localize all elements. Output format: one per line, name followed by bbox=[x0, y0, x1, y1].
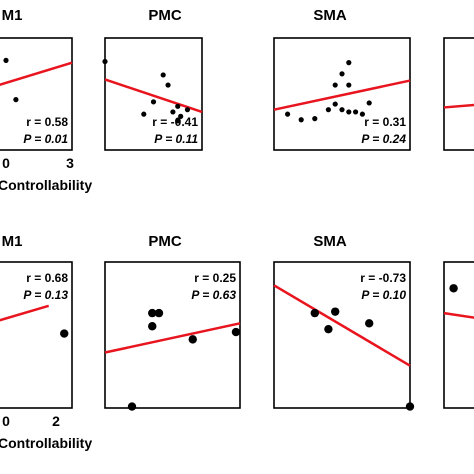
data-point-2-8 bbox=[175, 118, 181, 124]
data-point-2-6 bbox=[141, 111, 147, 117]
fit-line-4 bbox=[443, 103, 474, 109]
data-point-3-11 bbox=[346, 82, 352, 88]
x-axis-label-1: Controllability bbox=[0, 177, 92, 193]
panel-frame-6 bbox=[104, 261, 241, 409]
stat-r-5: r = 0.68 bbox=[26, 271, 68, 285]
data-point-7-2 bbox=[331, 307, 340, 316]
fit-line-5 bbox=[0, 304, 50, 322]
stat-r-7: r = -0.73 bbox=[360, 271, 406, 285]
data-point-6-2 bbox=[148, 308, 157, 318]
data-point-3-7 bbox=[346, 109, 352, 115]
data-point-3-5 bbox=[332, 101, 338, 107]
data-point-6-6 bbox=[231, 327, 241, 337]
panel-frame-7 bbox=[273, 261, 411, 409]
stat-p-3: P = 0.24 bbox=[361, 132, 406, 146]
data-point-6-5 bbox=[188, 335, 197, 344]
data-point-3-14 bbox=[366, 100, 372, 106]
fit-line-1 bbox=[0, 61, 73, 86]
panel-frame-2 bbox=[104, 37, 203, 151]
x-tick-5-2: 2 bbox=[52, 413, 60, 429]
data-point-1-4 bbox=[3, 57, 9, 64]
data-point-3-9 bbox=[359, 111, 365, 117]
data-point-8-1 bbox=[449, 284, 458, 293]
panel-frame-5 bbox=[0, 261, 73, 409]
fit-line-7 bbox=[273, 284, 411, 367]
stat-r-1: r = 0.58 bbox=[26, 115, 68, 129]
x-tick-1-2: 3 bbox=[66, 155, 74, 171]
panel-title-5: M1 bbox=[2, 233, 23, 250]
stat-r-2: r = -0.41 bbox=[152, 115, 198, 129]
data-point-3-6 bbox=[339, 107, 345, 113]
data-point-2-2 bbox=[160, 72, 166, 78]
data-point-3-1 bbox=[285, 111, 291, 117]
data-point-3-10 bbox=[332, 82, 338, 88]
data-point-3-8 bbox=[353, 109, 359, 115]
data-point-6-1 bbox=[127, 402, 137, 411]
data-point-2-3 bbox=[165, 82, 171, 88]
data-point-2-9 bbox=[178, 113, 184, 119]
stat-p-2: P = 0.11 bbox=[154, 132, 198, 146]
stat-p-1: P = 0.01 bbox=[23, 132, 68, 146]
data-point-7-3 bbox=[365, 319, 374, 328]
panel-frame-8 bbox=[443, 261, 474, 409]
x-tick-5-1: 0 bbox=[2, 413, 10, 429]
panel-title-2: PMC bbox=[148, 7, 182, 24]
x-axis-label-5: Controllability bbox=[0, 435, 92, 451]
data-point-3-13 bbox=[346, 60, 352, 66]
fit-line-6 bbox=[104, 322, 241, 354]
panel-title-7: SMA bbox=[313, 233, 347, 250]
x-tick-1-1: 0 bbox=[2, 155, 10, 171]
fit-line-2 bbox=[104, 78, 203, 114]
stat-p-5: P = 0.13 bbox=[23, 288, 68, 302]
panel-frame-3 bbox=[273, 37, 411, 151]
data-point-7-1 bbox=[310, 308, 319, 318]
data-point-6-3 bbox=[154, 308, 164, 318]
data-point-7-4 bbox=[324, 324, 333, 334]
panel-frame-4 bbox=[443, 37, 474, 151]
data-point-3-12 bbox=[339, 71, 345, 77]
data-point-7-5 bbox=[405, 402, 415, 411]
stat-p-7: P = 0.10 bbox=[361, 288, 406, 302]
data-point-6-4 bbox=[148, 322, 157, 331]
stat-r-3: r = 0.31 bbox=[364, 115, 406, 129]
fit-line-8 bbox=[443, 311, 474, 319]
data-point-3-2 bbox=[298, 117, 304, 123]
data-point-2-4 bbox=[150, 99, 157, 105]
data-point-5-4 bbox=[60, 329, 69, 338]
data-point-3-3 bbox=[312, 116, 318, 122]
fit-line-3 bbox=[273, 79, 411, 111]
data-point-2-7 bbox=[184, 107, 191, 113]
data-point-3-4 bbox=[325, 107, 331, 113]
data-point-1-5 bbox=[13, 97, 19, 103]
panel-frame-1 bbox=[0, 37, 73, 151]
panel-title-3: SMA bbox=[313, 7, 347, 24]
panel-title-6: PMC bbox=[148, 233, 182, 250]
stat-p-6: P = 0.63 bbox=[191, 288, 236, 302]
data-point-2-5 bbox=[175, 103, 181, 109]
panel-title-1: M1 bbox=[2, 7, 23, 24]
data-point-2-10 bbox=[170, 109, 176, 115]
stat-r-6: r = 0.25 bbox=[194, 271, 236, 285]
data-point-2-1 bbox=[102, 58, 108, 65]
